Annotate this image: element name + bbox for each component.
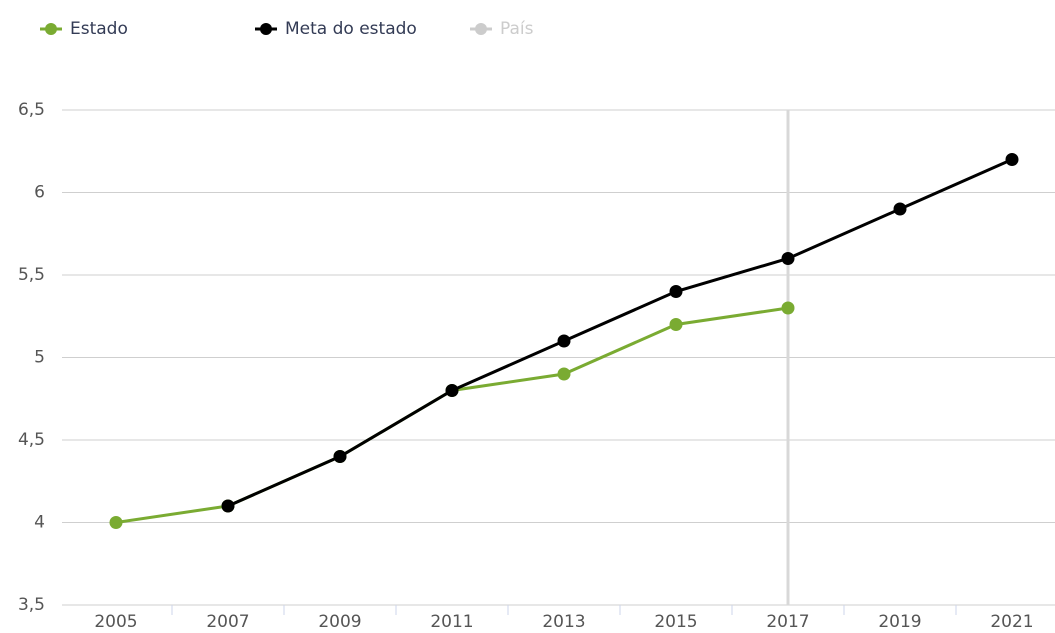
x-tick-label: 2011 [430, 612, 473, 632]
point [1005, 153, 1019, 166]
point [893, 202, 907, 216]
x-tick-label: 2015 [654, 612, 697, 632]
series-line [115, 306, 789, 524]
point [781, 252, 795, 265]
point [557, 334, 571, 348]
point [221, 499, 235, 513]
y-tick-label: 3,5 [18, 595, 45, 615]
legend-item[interactable]: Estado [40, 19, 128, 39]
y-tick-label: 4,5 [18, 430, 45, 450]
y-tick-label: 5 [34, 348, 45, 368]
x-tick-label: 2009 [318, 612, 361, 632]
point [781, 301, 795, 315]
legend-item[interactable]: Meta do estado [255, 19, 417, 39]
legend-marker [45, 23, 57, 35]
y-tick-label: 5,5 [18, 265, 45, 285]
y-tick-label: 6 [34, 183, 45, 203]
x-tick-label: 2019 [878, 612, 921, 632]
y-tick-label: 6,5 [18, 100, 45, 120]
x-tick-label: 2007 [206, 612, 249, 632]
x-tick-label: 2013 [542, 612, 585, 632]
legend-label: Meta do estado [285, 19, 417, 39]
x-tick-label: 2005 [94, 612, 137, 632]
legend-item[interactable]: País [470, 19, 534, 39]
point [557, 367, 571, 381]
point [333, 450, 347, 463]
x-tick-label: 2017 [766, 612, 809, 632]
legend-label: País [500, 19, 534, 39]
y-tick-label: 4 [34, 513, 45, 533]
point [445, 384, 459, 397]
point [669, 285, 683, 298]
point [669, 318, 683, 331]
legend-marker [260, 23, 272, 35]
legend-marker [475, 23, 487, 35]
x-tick-label: 2021 [990, 612, 1033, 632]
point [109, 516, 123, 529]
series-line [227, 158, 1013, 508]
legend-label: Estado [70, 19, 128, 39]
